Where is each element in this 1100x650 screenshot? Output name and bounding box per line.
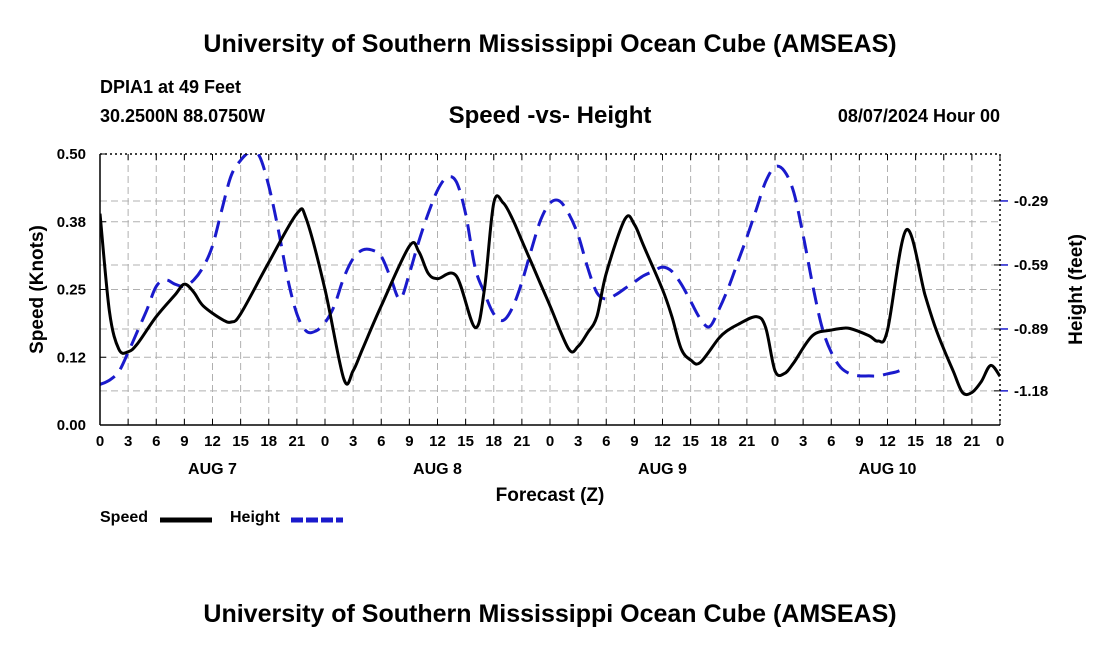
x-tick-label: 0 [771,433,779,450]
x-tick-label: 12 [654,433,671,450]
x-tick-label: 3 [574,433,582,450]
x-tick-label: 0 [96,433,104,450]
y-axis-title: Speed (Knots) [27,225,48,354]
y2-axis-title: Height (feet) [1066,234,1087,345]
x-tick-label: 9 [405,433,413,450]
x-tick-label: 15 [682,433,699,450]
y2-tick-label: -1.18 [1014,383,1048,400]
station-label: DPIA1 at 49 Feet [100,77,242,97]
day-label: AUG 7 [188,461,237,478]
x-tick-label: 9 [180,433,188,450]
x-tick-label: 15 [907,433,924,450]
x-axis-title: Forecast (Z) [496,485,605,506]
coordinates-label: 30.2500N 88.0750W [100,106,266,126]
x-tick-label: 12 [429,433,446,450]
footer-title: University of Southern Mississippi Ocean… [203,600,897,628]
chart-title: University of Southern Mississippi Ocean… [203,30,897,58]
chart-subtitle: Speed -vs- Height [448,102,652,129]
y-tick-label: 0.00 [57,417,86,434]
x-tick-label: 21 [289,433,306,450]
day-label: AUG 10 [859,461,917,478]
x-tick-label: 6 [827,433,835,450]
y2-tick-label: -0.89 [1014,321,1048,338]
x-tick-label: 18 [935,433,952,450]
x-tick-label: 0 [321,433,329,450]
speed-series-line [100,194,1000,397]
y-tick-label: 0.38 [57,214,86,231]
x-tick-label: 9 [630,433,638,450]
x-tick-label: 18 [485,433,502,450]
y2-tick-label: -0.29 [1014,193,1048,210]
x-tick-label: 15 [457,433,474,450]
x-tick-label: 9 [855,433,863,450]
height-series-line [100,154,908,386]
legend-height-label: Height [230,509,280,526]
x-tick-label: 21 [739,433,756,450]
y-tick-label: 0.50 [57,146,86,163]
x-tick-label: 6 [377,433,385,450]
x-tick-label: 21 [514,433,531,450]
x-tick-label: 18 [710,433,727,450]
x-tick-label: 15 [232,433,249,450]
x-tick-label: 6 [152,433,160,450]
datetime-label: 08/07/2024 Hour 00 [837,106,1000,126]
x-tick-label: 0 [996,433,1004,450]
x-tick-label: 0 [546,433,554,450]
x-tick-label: 12 [204,433,221,450]
day-label: AUG 9 [638,461,687,478]
x-tick-label: 21 [964,433,981,450]
x-tick-label: 3 [349,433,357,450]
x-tick-label: 18 [260,433,277,450]
y-tick-label: 0.25 [57,282,86,299]
y-tick-label: 0.12 [57,349,86,366]
day-label: AUG 8 [413,461,462,478]
x-tick-label: 3 [124,433,132,450]
legend-speed-label: Speed [100,509,149,526]
y2-tick-label: -0.59 [1014,257,1048,274]
x-tick-label: 3 [799,433,807,450]
x-tick-label: 12 [879,433,896,450]
x-tick-label: 6 [602,433,610,450]
